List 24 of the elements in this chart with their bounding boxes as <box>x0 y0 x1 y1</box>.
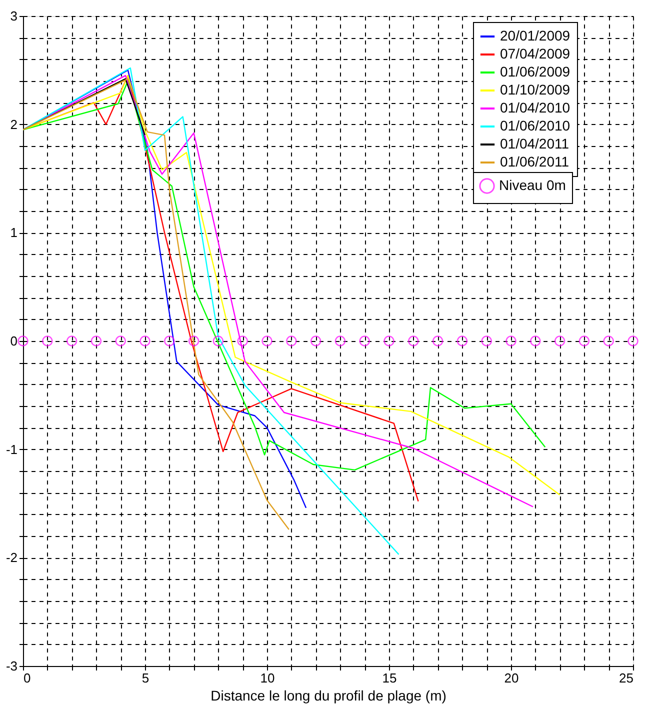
x-tick-label: 15 <box>382 670 397 686</box>
y-tick-label: -3 <box>6 658 18 674</box>
x-tick-label: 20 <box>504 670 519 686</box>
legend-label: 01/04/2011 <box>500 136 570 152</box>
line-series <box>23 67 400 556</box>
legend-label: Niveau 0m <box>499 177 566 193</box>
legend-label: 20/01/2009 <box>500 28 570 44</box>
legend-label: 01/10/2009 <box>500 82 570 98</box>
x-tick-label: 25 <box>619 670 634 686</box>
legend-label: 07/04/2009 <box>500 46 570 62</box>
x-tick-label: 5 <box>142 670 150 686</box>
y-tick-label: 0 <box>10 334 18 348</box>
legend-label: 01/06/2010 <box>500 118 570 134</box>
y-tick-label: 2 <box>10 116 18 132</box>
legend-label: 01/04/2010 <box>500 100 570 116</box>
y-tick-label: -1 <box>6 442 18 457</box>
y-tick-label: 3 <box>10 8 18 24</box>
x-tick-label: 10 <box>260 670 275 686</box>
y-tick-label: -2 <box>6 550 18 566</box>
x-tick-label: 0 <box>24 670 31 686</box>
x-axis-title: Distance le long du profil de plage (m) <box>210 688 446 704</box>
legend-label: 01/06/2009 <box>500 64 570 80</box>
legend-label: 01/06/2011 <box>500 154 570 170</box>
y-tick-label: 1 <box>10 225 18 240</box>
